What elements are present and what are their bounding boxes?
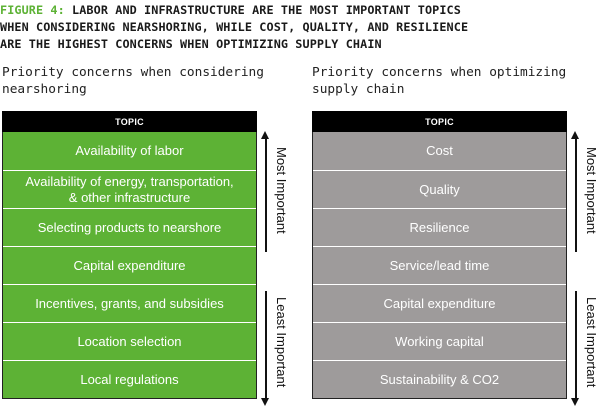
table-header: TOPIC [2, 111, 257, 132]
table-row: Availability of labor [75, 143, 184, 158]
table-row: Working capital [313, 322, 566, 360]
nearshoring-table: TOPIC Availability of labor Availability… [2, 111, 257, 399]
most-important-label: Most Important [584, 147, 599, 234]
left-importance-axis: Most Important Least Important [259, 131, 289, 406]
least-important-label: Least Important [274, 297, 289, 388]
table-row: Resilience [313, 208, 566, 246]
table-row: Location selection [3, 322, 256, 360]
table-body: Cost Quality Resilience Service/lead tim… [312, 132, 567, 399]
table-row: Local regulations [3, 360, 256, 398]
arrow-up-icon [261, 131, 269, 139]
table-row: Service/lead time [313, 246, 566, 284]
table-row: Incentives, grants, and subsidies [3, 284, 256, 322]
supply-chain-table: TOPIC Cost Quality Resilience Service/le… [312, 111, 567, 399]
table-header: TOPIC [312, 111, 567, 132]
arrow-down-icon [571, 398, 579, 406]
left-subtitle: Priority concerns when considering nears… [2, 65, 264, 97]
figure-label: FIGURE 4: [0, 3, 65, 17]
figure-title-line-1: LABOR AND INFRASTRUCTURE ARE THE MOST IM… [72, 3, 461, 17]
table-row: Sustainability & CO2 [313, 360, 566, 398]
figure-title: FIGURE 4: LABOR AND INFRASTRUCTURE ARE T… [0, 2, 600, 53]
table-row: Capital expenditure [313, 284, 566, 322]
table-row: Availability of energy, transportation, &… [3, 170, 256, 208]
table-body: Availability of labor Availability of en… [2, 132, 257, 399]
arrow-up-icon [571, 131, 579, 139]
right-importance-axis: Most Important Least Important [569, 131, 599, 406]
table-row: Selecting products to nearshore [3, 208, 256, 246]
figure-title-line-2: WHEN CONSIDERING NEARSHORING, WHILE COST… [0, 20, 469, 34]
figure-title-line-3: ARE THE HIGHEST CONCERNS WHEN OPTIMIZING… [0, 37, 382, 51]
table-row: Cost [426, 143, 453, 158]
right-subtitle: Priority concerns when optimizing supply… [312, 65, 567, 97]
table-row: Capital expenditure [3, 246, 256, 284]
least-important-label: Least Important [584, 297, 599, 388]
arrow-down-icon [261, 398, 269, 406]
table-row: Quality [313, 170, 566, 208]
most-important-label: Most Important [274, 147, 289, 234]
